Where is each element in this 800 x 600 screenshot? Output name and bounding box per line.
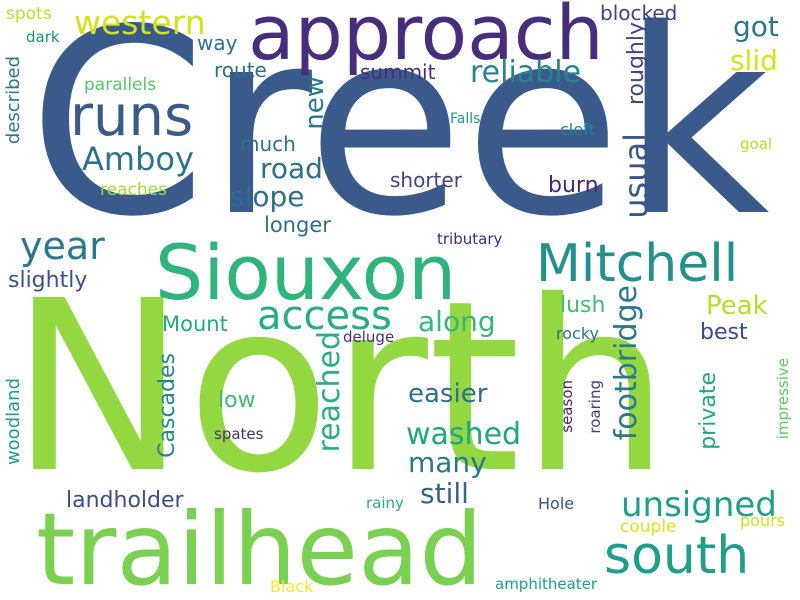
word-hole: Hole [538,494,575,513]
word-easier: easier [408,379,488,409]
word-woodland: woodland [3,378,24,466]
word-falls: Falls [450,111,481,127]
word-goal: goal [740,135,773,153]
word-amphitheater: amphitheater [495,575,598,593]
word-private: private [696,372,721,450]
word-reached: reached [312,331,347,453]
word-reaches: reaches [100,180,167,200]
word-unsigned: unsigned [621,485,777,525]
word-rocky: rocky [556,324,599,343]
word-spates: spates [214,425,264,443]
word-tributary: tributary [437,230,503,248]
word-rainy: rainy [366,494,404,512]
word-way: way [197,31,238,55]
word-longer: longer [264,213,331,237]
word-impressive: impressive [774,358,792,440]
word-roaring: roaring [586,380,604,434]
word-many: many [408,446,487,479]
word-still: still [420,477,469,510]
word-north: North [10,250,671,525]
word-got: got [733,10,779,43]
word-slope: slope [230,180,305,213]
word-creek: Creek [28,0,770,273]
word-pours: pours [740,511,785,530]
word-usual: usual [617,133,655,219]
word-spots: spots [6,4,52,24]
word-landholder: landholder [66,488,184,513]
word-footbridge: footbridge [609,285,644,441]
word-along: along [418,305,496,338]
word-black: Black [270,577,314,596]
word-much: much [240,132,296,156]
word-cascades: Cascades [155,353,180,458]
word-access: access [257,293,392,339]
word-slid: slid [730,44,778,77]
word-burn: burn [548,173,599,198]
word-approach: approach [248,0,604,77]
word-south: south [604,526,750,586]
word-season: season [558,380,576,433]
word-trailhead: trailhead [36,491,483,600]
word-shorter: shorter [390,168,462,192]
word-slightly: slightly [8,268,88,293]
word-runs: runs [70,84,194,149]
word-cleft: cleft [560,120,595,139]
word-siouxon: Siouxon [155,228,457,317]
word-low: low [218,388,256,413]
word-summit: summit [360,60,436,84]
word-couple: couple [620,517,677,537]
word-reliable: reliable [470,55,582,90]
word-mitchell: Mitchell [536,234,739,294]
word-mount: Mount [162,312,228,336]
word-described: described [3,56,24,145]
word-blocked: blocked [600,1,678,25]
word-road: road [260,152,323,185]
word-deluge: deluge [343,328,395,346]
word-peak: Peak [706,291,768,321]
word-lush: lush [560,293,606,318]
word-route: route [214,58,267,82]
word-roughly: roughly [624,22,649,106]
word-dark: dark [26,28,60,46]
word-year: year [20,224,105,268]
word-washed: washed [406,417,522,452]
word-parallels: parallels [84,75,157,95]
word-amboy: Amboy [82,140,194,178]
word-new: new [300,76,330,130]
word-best: best [700,320,748,345]
word-western: western [74,3,206,42]
